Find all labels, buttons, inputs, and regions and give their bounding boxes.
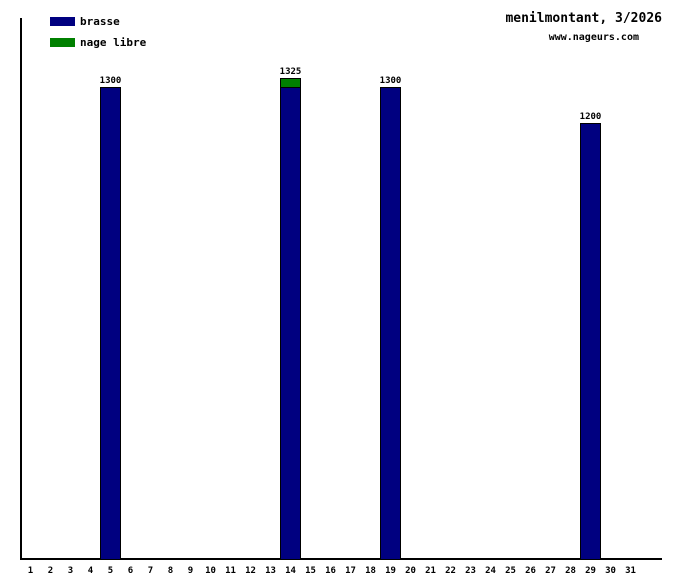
chart-title: menilmontant, 3/2026 (505, 11, 662, 26)
x-tick-label-7: 7 (147, 566, 154, 576)
x-tick-label-13: 13 (265, 566, 276, 576)
x-tick-label-19: 19 (385, 566, 396, 576)
bar-value-label-day-19: 1300 (379, 76, 402, 86)
bar-value-label-day-29: 1200 (579, 112, 602, 122)
x-tick-label-16: 16 (325, 566, 336, 576)
x-tick-label-23: 23 (465, 566, 476, 576)
legend-item-nage-libre: nage libre (50, 35, 147, 49)
bar-nage-libre-day-14 (280, 78, 301, 87)
bar-brasse-day-29 (580, 123, 601, 560)
x-tick-label-20: 20 (405, 566, 416, 576)
x-tick-label-6: 6 (127, 566, 134, 576)
x-tick-label-4: 4 (87, 566, 94, 576)
legend-label-nage-libre: nage libre (80, 35, 147, 49)
x-tick-label-30: 30 (605, 566, 616, 576)
x-tick-label-10: 10 (205, 566, 216, 576)
x-axis-line (20, 558, 662, 560)
x-tick-label-21: 21 (425, 566, 436, 576)
bar-brasse-day-14 (280, 87, 301, 560)
website-text: www.nageurs.com (548, 32, 639, 43)
x-tick-label-26: 26 (525, 566, 536, 576)
x-tick-label-17: 17 (345, 566, 356, 576)
x-tick-label-9: 9 (187, 566, 194, 576)
x-tick-label-5: 5 (107, 566, 114, 576)
x-tick-label-8: 8 (167, 566, 174, 576)
bar-value-label-day-14: 1325 (279, 67, 302, 77)
x-tick-label-22: 22 (445, 566, 456, 576)
x-tick-label-12: 12 (245, 566, 256, 576)
legend-item-brasse: brasse (50, 14, 120, 28)
x-tick-label-15: 15 (305, 566, 316, 576)
x-tick-label-2: 2 (47, 566, 54, 576)
bar-value-label-day-5: 1300 (99, 76, 122, 86)
x-tick-label-25: 25 (505, 566, 516, 576)
x-tick-label-29: 29 (585, 566, 596, 576)
bar-brasse-day-5 (100, 87, 121, 560)
y-axis-line (20, 18, 22, 560)
x-tick-label-27: 27 (545, 566, 556, 576)
nage-libre-swatch (50, 37, 75, 47)
x-tick-label-31: 31 (625, 566, 636, 576)
x-tick-label-3: 3 (67, 566, 74, 576)
x-tick-label-24: 24 (485, 566, 496, 576)
legend-label-brasse: brasse (80, 14, 120, 28)
x-tick-label-28: 28 (565, 566, 576, 576)
brasse-swatch (50, 16, 75, 26)
x-tick-label-18: 18 (365, 566, 376, 576)
x-tick-label-14: 14 (285, 566, 296, 576)
x-tick-label-1: 1 (27, 566, 34, 576)
bar-brasse-day-19 (380, 87, 401, 560)
x-tick-label-11: 11 (225, 566, 236, 576)
